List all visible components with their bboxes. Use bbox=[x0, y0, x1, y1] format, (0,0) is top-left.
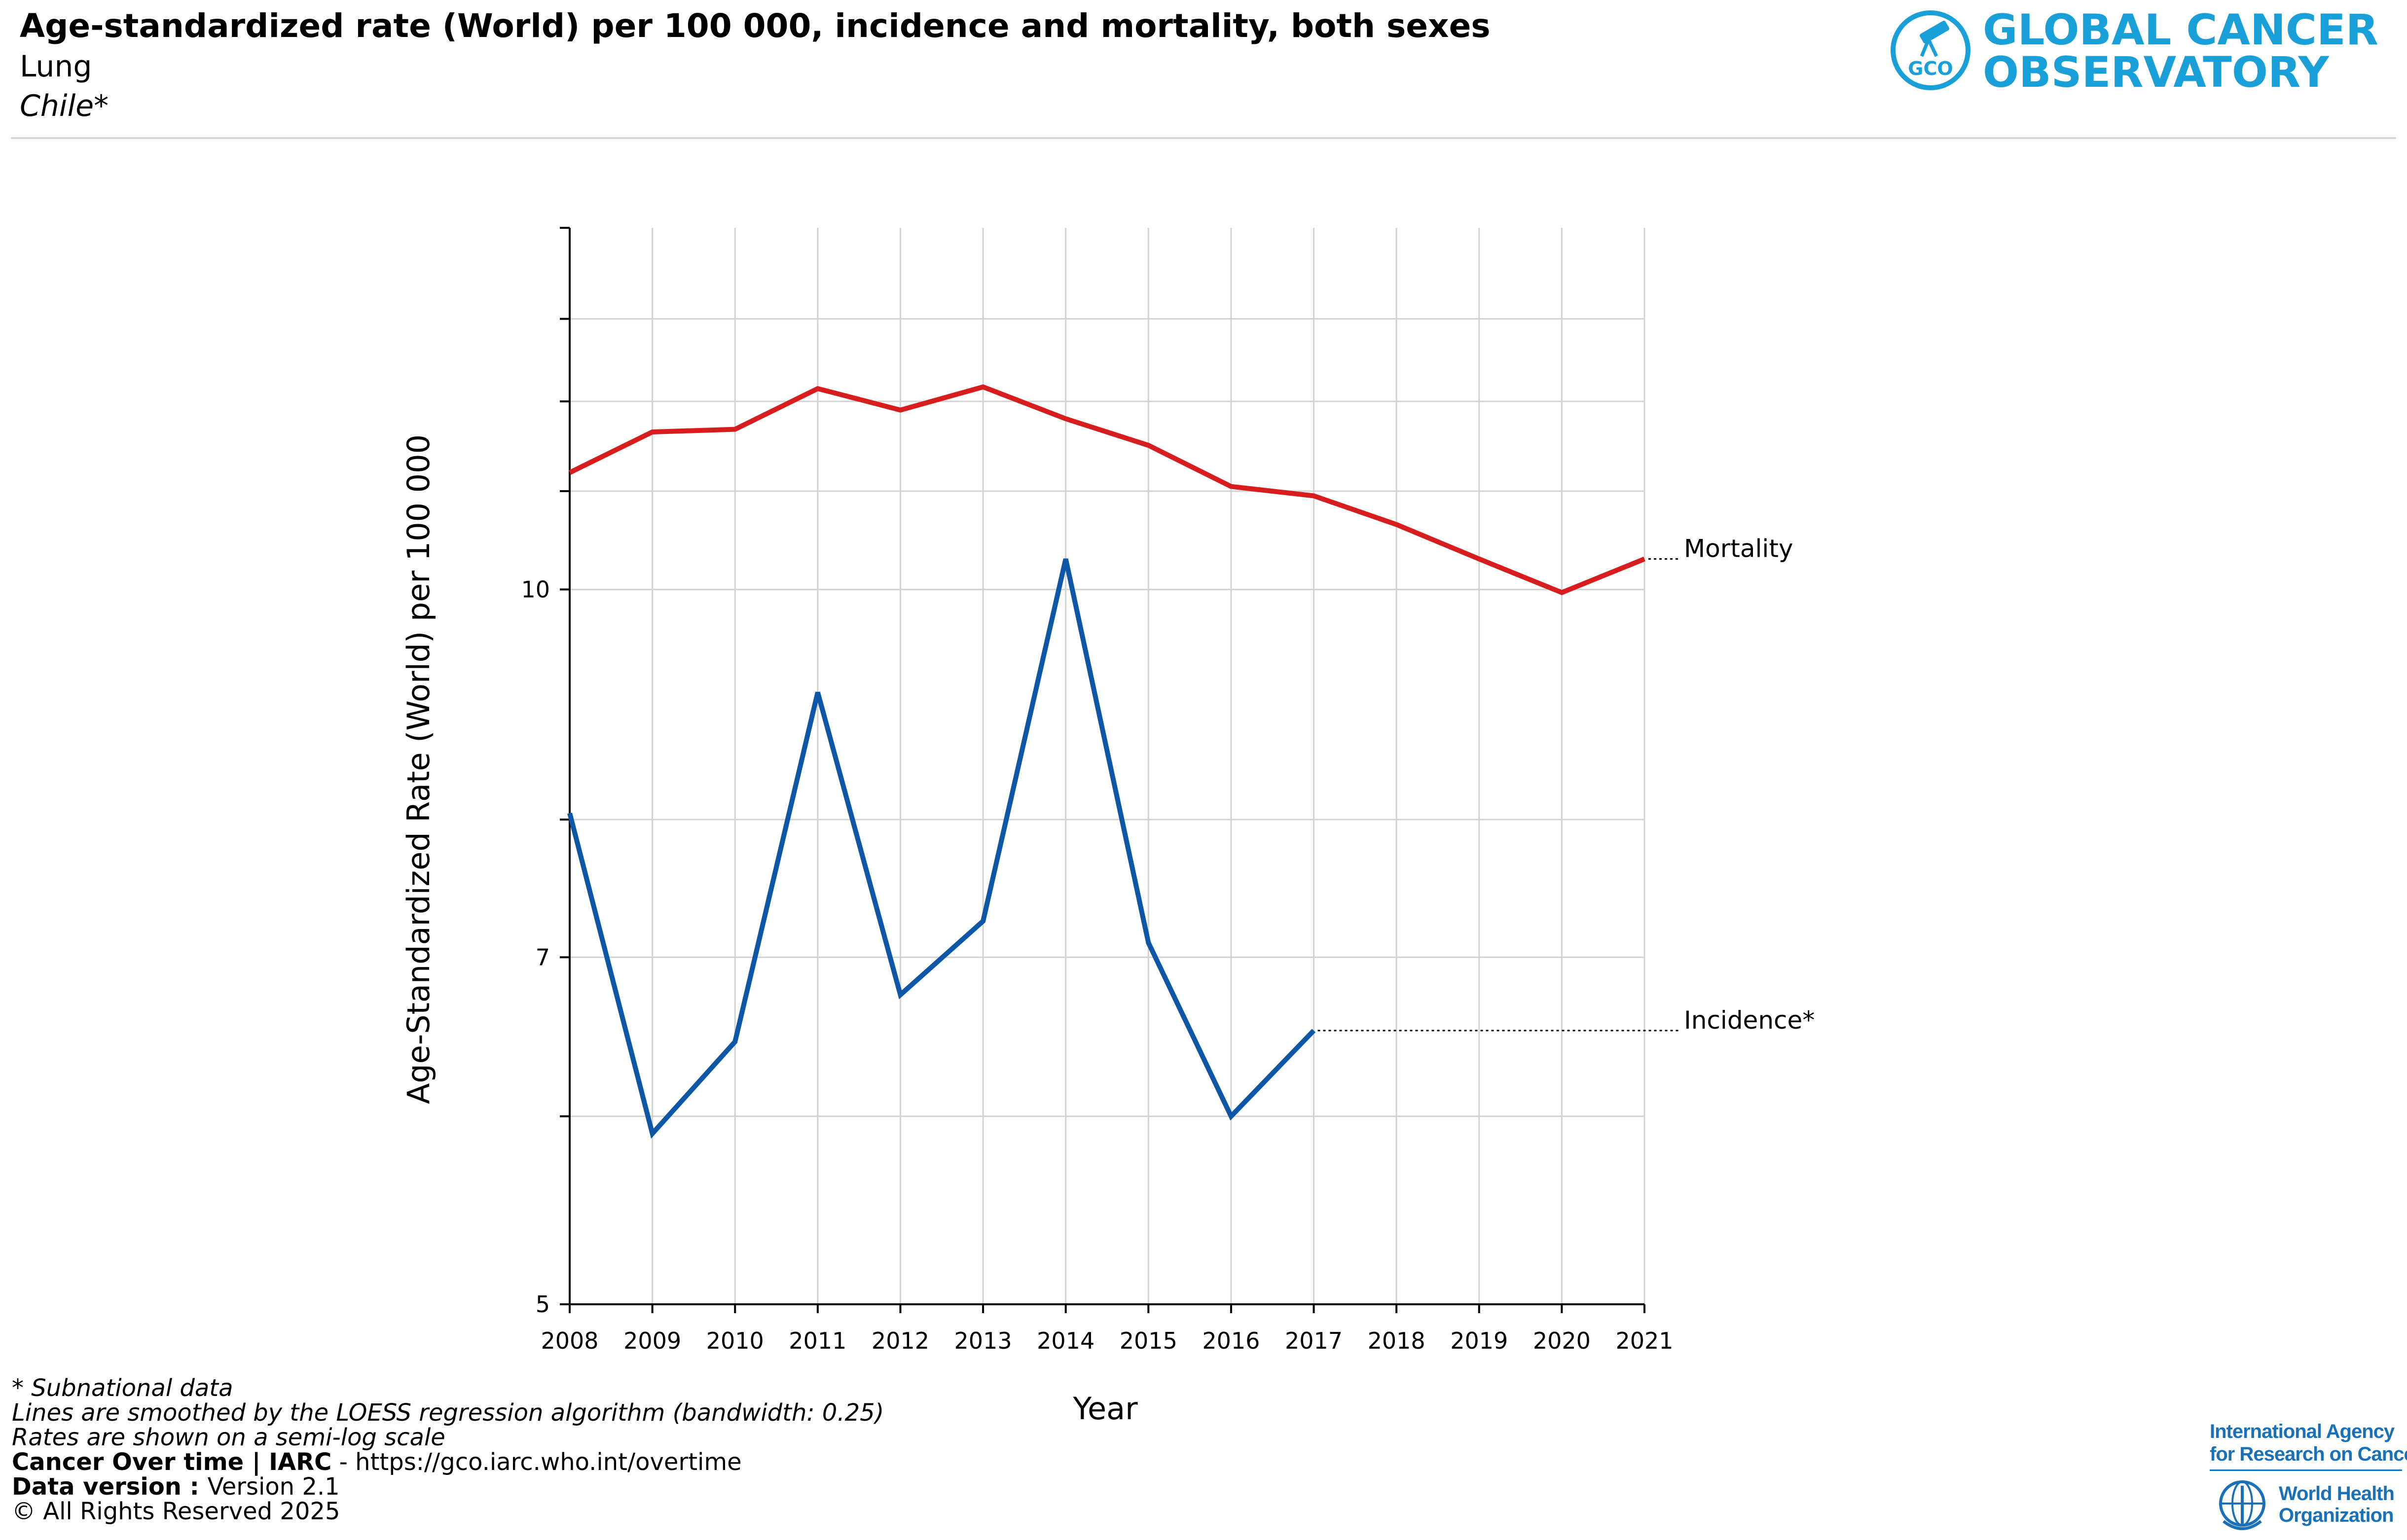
x-tick-label-2013: 2013 bbox=[954, 1327, 1012, 1354]
x-tick-label-2008: 2008 bbox=[541, 1327, 598, 1354]
grid-lines bbox=[570, 228, 1645, 1304]
y-axis-title: Age-Standardized Rate (World) per 100 00… bbox=[401, 434, 437, 1104]
iarc-name: International Agency for Research on Can… bbox=[2210, 1420, 2407, 1466]
series-line-mortality bbox=[568, 384, 1645, 596]
x-tick-label-2011: 2011 bbox=[789, 1327, 846, 1354]
x-tick-label-2012: 2012 bbox=[872, 1327, 929, 1354]
gco-logo-line1: GLOBAL CANCER bbox=[1983, 5, 2379, 55]
series-labels: Mortality Incidence* bbox=[1317, 535, 1815, 1035]
gco-logo-text: GLOBAL CANCER OBSERVATORY bbox=[1983, 9, 2378, 94]
x-tick-label-2016: 2016 bbox=[1202, 1327, 1260, 1354]
x-tick-label-2021: 2021 bbox=[1615, 1327, 1673, 1354]
x-tick-label-2010: 2010 bbox=[706, 1327, 764, 1354]
gco-emblem-text: GCO bbox=[1908, 58, 1953, 79]
telescope-icon: GCO bbox=[1891, 10, 1970, 90]
who-emblem-icon bbox=[2219, 1480, 2265, 1530]
x-tick-label-2015: 2015 bbox=[1120, 1327, 1177, 1354]
iarc-line2: for Research on Cancer bbox=[2210, 1443, 2407, 1465]
region-label: Chile* bbox=[20, 89, 109, 123]
series-label-mortality: Mortality bbox=[1684, 535, 1793, 563]
footnote-scale: Rates are shown on a semi-log scale bbox=[12, 1424, 445, 1451]
version-label: Data version : bbox=[12, 1473, 208, 1501]
header-divider bbox=[11, 137, 2396, 139]
gco-logo-line2: OBSERVATORY bbox=[1983, 48, 2329, 97]
iarc-divider bbox=[2210, 1469, 2402, 1471]
cancer-site-label: Lung bbox=[20, 49, 92, 84]
iarc-who-logo: International Agency for Research on Can… bbox=[2210, 1420, 2407, 1540]
gco-logo: GCO GLOBAL CANCER OBSERVATORY bbox=[1889, 9, 2392, 98]
footnotes: * Subnational data Lines are smoothed by… bbox=[12, 1376, 884, 1524]
footnote-copyright: © All Rights Reserved 2025 bbox=[12, 1498, 340, 1525]
y-tick-label-5: 5 bbox=[536, 1291, 550, 1318]
y-tick-label-7: 7 bbox=[536, 944, 550, 970]
x-axis-title: Year bbox=[1072, 1391, 1138, 1427]
footnote-version: Data version : Version 2.1 bbox=[12, 1474, 884, 1499]
who-line1: World Health bbox=[2279, 1483, 2395, 1504]
iarc-line1: International Agency bbox=[2210, 1421, 2395, 1442]
chart-title: Age-standardized rate (World) per 100 00… bbox=[20, 7, 1491, 45]
x-tick-label-2020: 2020 bbox=[1533, 1327, 1591, 1354]
footnote-subnational: * Subnational data bbox=[12, 1374, 233, 1402]
axes: 2008 2009 2010 2011 2012 2013 2014 2015 2016 2017… bbox=[521, 227, 1674, 1354]
footnote-smoothing: Lines are smoothed by the LOESS regressi… bbox=[12, 1399, 884, 1427]
source-name: Cancer Over time | IARC bbox=[12, 1448, 332, 1476]
x-tick-label-2009: 2009 bbox=[623, 1327, 681, 1354]
who-name: World Health Organization bbox=[2279, 1483, 2395, 1526]
footnote-source: Cancer Over time | IARC - https://gco.ia… bbox=[12, 1450, 884, 1474]
series-label-incidence: Incidence* bbox=[1684, 1006, 1815, 1035]
series-line-incidence bbox=[567, 558, 1316, 1139]
who-line2: Organization bbox=[2279, 1504, 2394, 1526]
version-value: Version 2.1 bbox=[207, 1473, 340, 1501]
series-lines bbox=[567, 384, 1645, 1139]
x-tick-label-2019: 2019 bbox=[1450, 1327, 1508, 1354]
source-url[interactable]: - https://gco.iarc.who.int/overtime bbox=[331, 1448, 742, 1476]
who-logo: World Health Organization bbox=[2210, 1476, 2402, 1540]
x-tick-label-2018: 2018 bbox=[1368, 1327, 1425, 1354]
x-tick-label-2017: 2017 bbox=[1285, 1327, 1343, 1354]
x-tick-label-2014: 2014 bbox=[1037, 1327, 1094, 1354]
y-tick-label-10: 10 bbox=[521, 576, 550, 603]
